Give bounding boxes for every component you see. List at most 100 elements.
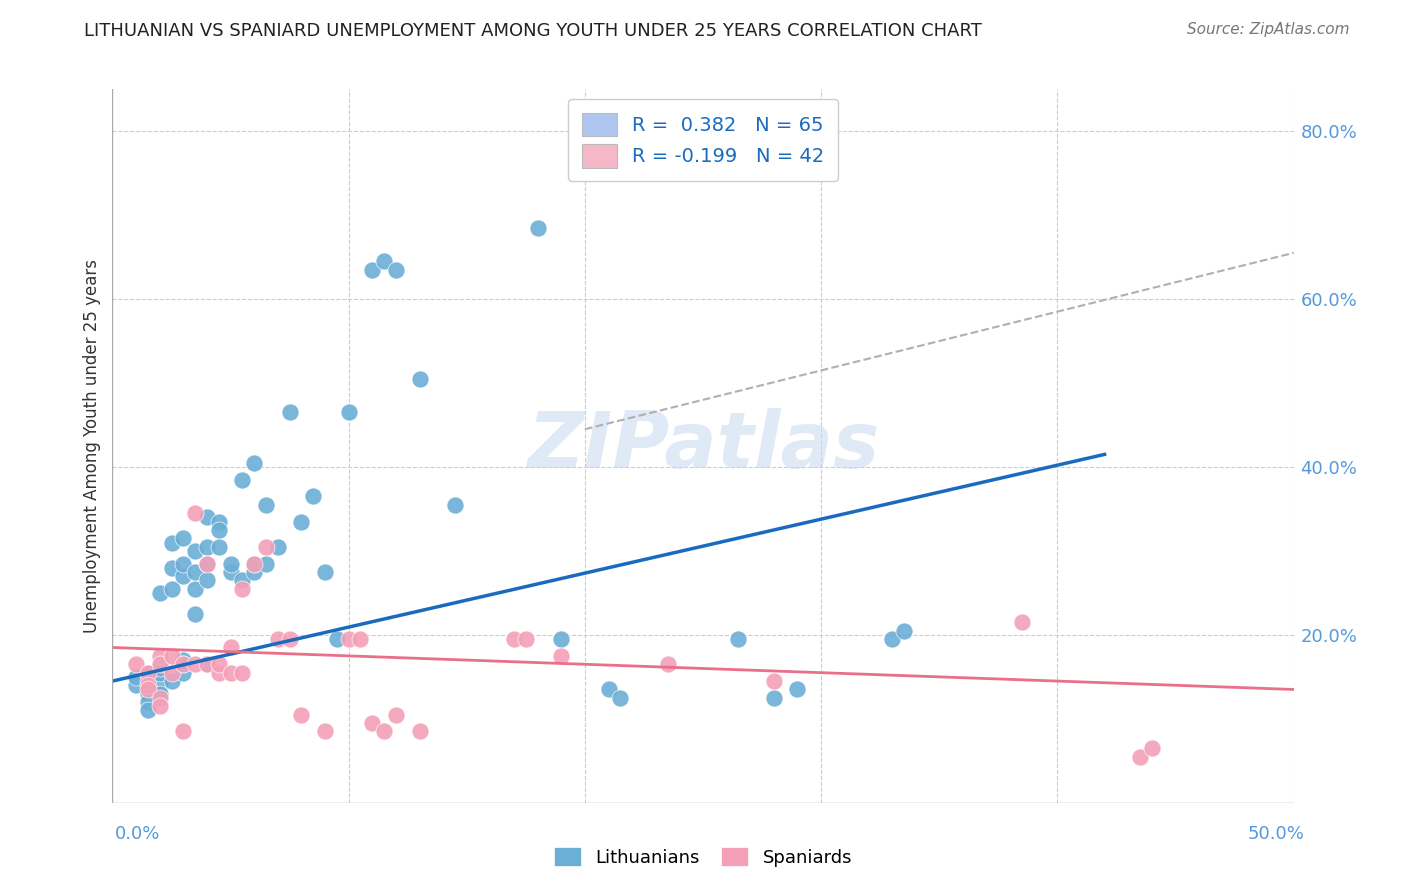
Point bbox=[149, 687, 172, 701]
Point bbox=[195, 557, 218, 571]
Point bbox=[408, 724, 430, 739]
Point bbox=[172, 724, 194, 739]
Point bbox=[184, 506, 207, 520]
Point bbox=[550, 632, 572, 646]
Point bbox=[727, 632, 749, 646]
Point bbox=[172, 665, 194, 680]
Point bbox=[290, 515, 312, 529]
Point bbox=[208, 515, 231, 529]
Point bbox=[160, 535, 183, 549]
Point bbox=[349, 632, 371, 646]
Point bbox=[515, 632, 537, 646]
Point bbox=[302, 489, 325, 503]
Point bbox=[172, 657, 194, 672]
Point bbox=[526, 220, 548, 235]
Point bbox=[136, 682, 159, 697]
Point bbox=[136, 687, 159, 701]
Point bbox=[254, 540, 277, 554]
Point bbox=[254, 557, 277, 571]
Point bbox=[880, 632, 903, 646]
Point bbox=[160, 665, 183, 680]
Point bbox=[208, 523, 231, 537]
Point bbox=[1011, 615, 1033, 630]
Point bbox=[172, 557, 194, 571]
Point bbox=[149, 665, 172, 680]
Point bbox=[361, 716, 384, 731]
Point bbox=[254, 498, 277, 512]
Point bbox=[149, 586, 172, 600]
Point bbox=[267, 632, 290, 646]
Point bbox=[314, 565, 336, 579]
Point bbox=[219, 665, 242, 680]
Point bbox=[149, 661, 172, 675]
Point bbox=[172, 653, 194, 667]
Point bbox=[195, 574, 218, 588]
Point bbox=[149, 678, 172, 692]
Point bbox=[373, 254, 395, 268]
Point bbox=[149, 657, 172, 672]
Point bbox=[172, 532, 194, 546]
Point bbox=[444, 498, 467, 512]
Point bbox=[208, 540, 231, 554]
Point bbox=[550, 648, 572, 663]
Point bbox=[762, 690, 785, 705]
Point bbox=[184, 657, 207, 672]
Point bbox=[243, 557, 266, 571]
Point bbox=[136, 665, 159, 680]
Point bbox=[361, 262, 384, 277]
Point bbox=[219, 565, 242, 579]
Point bbox=[373, 724, 395, 739]
Point bbox=[149, 699, 172, 714]
Point bbox=[184, 582, 207, 596]
Point bbox=[184, 565, 207, 579]
Point bbox=[125, 657, 148, 672]
Point bbox=[160, 560, 183, 574]
Point bbox=[172, 569, 194, 583]
Point bbox=[290, 707, 312, 722]
Point bbox=[125, 678, 148, 692]
Point bbox=[195, 540, 218, 554]
Point bbox=[195, 657, 218, 672]
Text: 50.0%: 50.0% bbox=[1249, 825, 1305, 843]
Point bbox=[243, 557, 266, 571]
Point bbox=[184, 607, 207, 621]
Point bbox=[598, 682, 620, 697]
Point bbox=[195, 557, 218, 571]
Point bbox=[136, 678, 159, 692]
Point bbox=[243, 565, 266, 579]
Point bbox=[243, 456, 266, 470]
Point bbox=[657, 657, 679, 672]
Point bbox=[125, 670, 148, 684]
Point bbox=[172, 657, 194, 672]
Point bbox=[184, 544, 207, 558]
Point bbox=[149, 690, 172, 705]
Point bbox=[136, 665, 159, 680]
Point bbox=[893, 624, 915, 638]
Point bbox=[314, 724, 336, 739]
Point bbox=[160, 674, 183, 689]
Point bbox=[195, 510, 218, 524]
Point bbox=[136, 703, 159, 717]
Legend: Lithuanians, Spaniards: Lithuanians, Spaniards bbox=[547, 840, 859, 874]
Text: ZIPatlas: ZIPatlas bbox=[527, 408, 879, 484]
Text: 0.0%: 0.0% bbox=[115, 825, 160, 843]
Point bbox=[1129, 749, 1152, 764]
Point bbox=[231, 582, 253, 596]
Point bbox=[267, 540, 290, 554]
Point bbox=[219, 557, 242, 571]
Point bbox=[231, 665, 253, 680]
Point bbox=[786, 682, 808, 697]
Point bbox=[160, 582, 183, 596]
Point bbox=[408, 372, 430, 386]
Point bbox=[231, 574, 253, 588]
Point bbox=[136, 674, 159, 689]
Point bbox=[149, 648, 172, 663]
Point bbox=[762, 674, 785, 689]
Point bbox=[609, 690, 631, 705]
Point bbox=[208, 657, 231, 672]
Point bbox=[278, 405, 301, 419]
Point bbox=[337, 405, 360, 419]
Point bbox=[195, 657, 218, 672]
Point bbox=[136, 695, 159, 709]
Point bbox=[231, 473, 253, 487]
